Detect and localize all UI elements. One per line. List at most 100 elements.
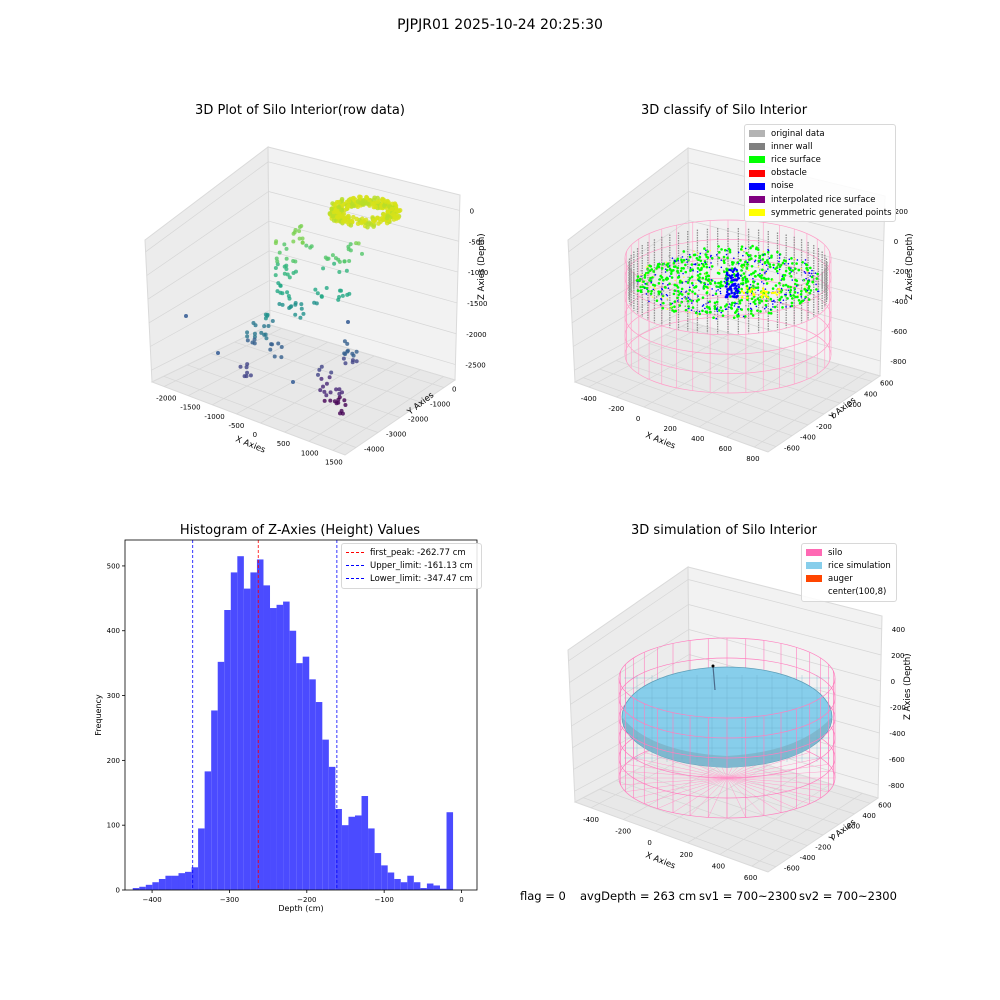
classify-point: [789, 285, 792, 289]
histogram-x-tick-label: 0: [459, 896, 463, 904]
classify-point: [709, 310, 712, 314]
classify-point: [758, 254, 762, 258]
classify-y-gridline: [599, 368, 793, 437]
classify-point: [691, 306, 695, 309]
classify-point: [752, 300, 756, 304]
classify-point: [778, 265, 782, 268]
silo-floor-spoke: [625, 764, 728, 779]
legend-swatch: [749, 169, 765, 177]
classify-noise-point: [737, 285, 741, 289]
classify-point: [778, 298, 781, 302]
histogram-bar: [237, 556, 244, 890]
classify-generated-point: [770, 291, 774, 295]
legend-label: Lower_limit: -347.47 cm: [370, 573, 473, 584]
raw-x-tick-label: 1000: [301, 449, 319, 457]
classify-y-gridline: [583, 377, 777, 447]
raw-x-tick-label: -1500: [180, 404, 200, 412]
classify-point: [705, 249, 707, 252]
classify-point: [685, 258, 688, 261]
classify-generated-point: [746, 296, 749, 300]
simulation-z-gridline: [688, 579, 882, 630]
classify-point: [669, 272, 673, 276]
classify-point: [758, 256, 761, 260]
classify-point: [682, 272, 684, 275]
classify-point: [657, 282, 661, 285]
raw-point: [245, 334, 250, 339]
classify-point: [702, 304, 705, 306]
classify-point: [688, 307, 690, 310]
classify-point: [724, 305, 727, 308]
raw-point: [327, 375, 332, 380]
classify-point: [796, 295, 799, 299]
classify-point: [636, 278, 639, 282]
simulation-y-gridline: [648, 763, 839, 825]
simulation-legend: silo rice simulation auger center(100,8): [801, 543, 897, 602]
legend-label: obstacle: [771, 168, 807, 179]
classify-point: [636, 289, 640, 293]
classify-point: [807, 298, 811, 301]
simulation-x-tick-label: -200: [615, 828, 631, 836]
classify-point: [703, 247, 706, 250]
classify-point: [737, 306, 739, 308]
classify-point: [658, 278, 662, 281]
classify-point: [666, 294, 669, 297]
simulation-x-tick-label: 0: [647, 839, 651, 847]
simulation-y-gridline: [615, 780, 808, 846]
classify-point: [756, 309, 759, 312]
classify-point: [801, 299, 805, 303]
histogram-legend: first_peak: -262.77 cm Upper_limit: -161.…: [341, 543, 482, 589]
raw-point: [245, 362, 250, 367]
classify-point: [696, 262, 698, 265]
classify-point: [704, 310, 708, 313]
classify-point: [778, 281, 781, 285]
raw-point: [366, 201, 372, 207]
classify-point: [759, 310, 762, 313]
histogram-bar: [354, 815, 362, 890]
classify-point: [805, 277, 807, 280]
classify-point: [662, 278, 665, 282]
histogram-y-tick-label: 300: [107, 692, 120, 700]
classify-generated-point: [759, 291, 763, 294]
raw-point: [287, 275, 292, 280]
classify-point: [783, 262, 786, 265]
classify-point: [667, 284, 669, 286]
legend-label: symmetric generated points: [771, 207, 892, 218]
raw-point: [319, 376, 324, 381]
classify-noise-point: [729, 275, 732, 278]
classify-point: [764, 303, 768, 307]
classify-point: [720, 259, 723, 261]
raw-point: [342, 216, 347, 221]
silo-floor-spoke: [726, 777, 834, 786]
raw-point: [317, 367, 322, 372]
classify-point: [800, 267, 802, 270]
histogram-bar: [230, 572, 238, 890]
classify-point: [815, 280, 817, 283]
classify-point: [779, 284, 782, 287]
classify-point: [758, 269, 761, 271]
raw-point: [332, 261, 337, 266]
classify-point: [704, 273, 707, 275]
raw-point: [272, 354, 277, 359]
classify-point: [776, 272, 779, 275]
raw-point: [238, 364, 243, 369]
classify-point: [761, 263, 764, 266]
classify-noise-point: [727, 287, 730, 291]
classify-point: [724, 308, 727, 311]
classify-point: [656, 262, 660, 266]
classify-point: [702, 264, 706, 268]
classify-point: [680, 293, 684, 296]
histogram-bar: [243, 588, 251, 890]
raw-point: [338, 214, 343, 219]
raw-point: [345, 349, 350, 354]
classify-z-tick-label: 0: [894, 238, 898, 246]
simulation-z-gridline: [569, 604, 689, 683]
classify-point: [719, 306, 723, 309]
classify-point: [680, 258, 683, 262]
classify-point: [650, 294, 652, 297]
classify-z-tick-label: -800: [890, 358, 906, 366]
classify-point: [646, 271, 650, 274]
raw-point: [264, 336, 269, 341]
classify-z-tick-label: -400: [892, 298, 908, 306]
classify-point: [656, 265, 660, 268]
classify-point: [708, 266, 711, 269]
